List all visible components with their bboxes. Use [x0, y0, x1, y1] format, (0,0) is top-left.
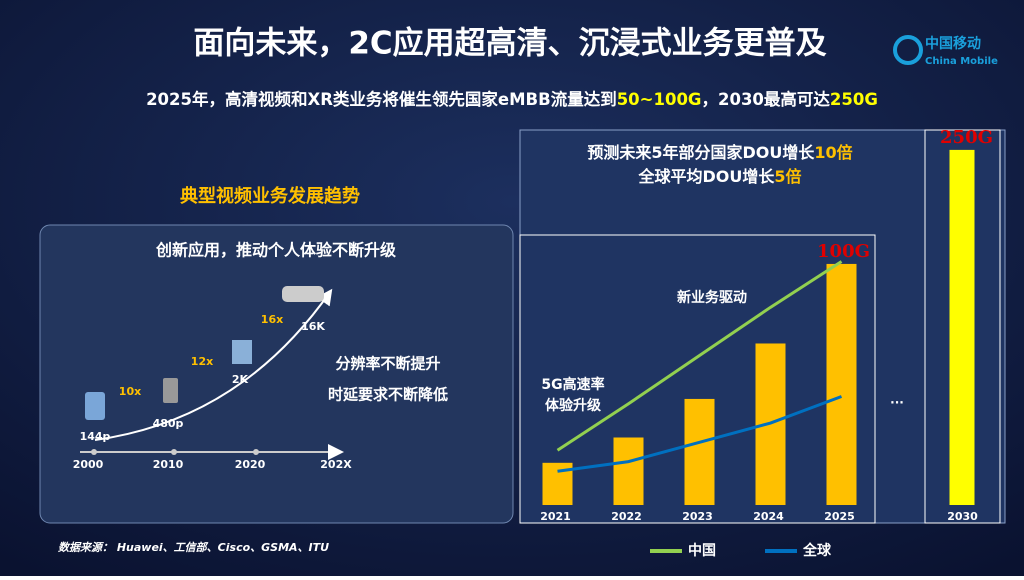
multiplier-label: 12x	[191, 355, 213, 368]
title: 面向未来，2C应用超高清、沉浸式业务更普及	[193, 26, 826, 62]
line-series	[557, 395, 843, 473]
annotation: 新业务驱动	[677, 289, 747, 306]
x-tick-label: 2024	[753, 510, 784, 523]
annotation: 体验升级	[545, 397, 602, 414]
plot-area-2030	[924, 129, 1001, 524]
subtitle-highlight: 50~100G	[617, 90, 702, 109]
subtitle-part: 2025年，高清视频和XR类业务将催生领先国家eMBB流量达到	[146, 89, 617, 109]
x-tick-label: 2021	[540, 510, 571, 523]
subtitle-part: ，2030最高可达	[701, 89, 830, 109]
x-tick-label: 2025	[824, 510, 855, 523]
value-label: 100G	[817, 241, 870, 262]
bar	[684, 398, 715, 505]
x-tick-label: 2023	[682, 510, 713, 523]
source: 数据来源： Huawei、工信部、Cisco、GSMA、ITU	[58, 541, 329, 554]
left-panel	[39, 224, 514, 524]
headline-highlight: 5倍	[774, 167, 801, 186]
resolution-label: 480p	[153, 417, 184, 430]
logo-icon	[893, 35, 923, 65]
note: 时延要求不断降低	[328, 386, 448, 404]
subtitle-highlight: 250G	[830, 90, 878, 109]
bar	[826, 263, 857, 505]
logo-cn: 中国移动	[925, 35, 981, 52]
timeline-label: 2010	[153, 458, 184, 471]
headline-part: 全球平均DOU增长	[637, 167, 775, 186]
phone-icon	[85, 392, 105, 420]
panel-title: 创新应用，推动个人体验不断升级	[155, 241, 397, 260]
plot-area	[519, 234, 876, 524]
note: 分辨率不断提升	[335, 355, 440, 373]
bar	[949, 149, 975, 506]
timeline-label: 202X	[320, 458, 352, 471]
headline-highlight: 10倍	[814, 143, 852, 162]
subtitle: 2025年，高清视频和XR类业务将催生领先国家eMBB流量达到50~100G，2…	[146, 89, 878, 109]
vr-icon	[282, 286, 324, 302]
line-series	[556, 260, 843, 452]
timeline-label: 2000	[73, 458, 104, 471]
left-heading: 典型视频业务发展趋势	[180, 185, 360, 207]
resolution-label: 144p	[80, 430, 111, 443]
multiplier-label: 16x	[261, 313, 283, 326]
timeline-label: 2020	[235, 458, 266, 471]
resolution-label: 16K	[301, 320, 325, 333]
resolution-label: 2K	[232, 373, 249, 386]
x-tick-label: 2022	[611, 510, 642, 523]
tablet-icon	[232, 340, 252, 364]
value-label: 250G	[940, 127, 993, 148]
headline-part: 预测未来5年部分国家DOU增长	[587, 143, 815, 162]
annotation: ...	[890, 393, 904, 407]
phone-icon	[163, 378, 178, 403]
trend-curve	[94, 288, 333, 441]
legend-label: 中国	[688, 542, 716, 559]
annotation: 5G高速率	[541, 376, 604, 393]
legend-label: 全球	[802, 542, 832, 559]
headline: 全球平均DOU增长5倍	[637, 167, 801, 186]
bar	[613, 437, 644, 505]
x-tick-label: 2030	[947, 510, 978, 523]
logo-en: China Mobile	[925, 56, 998, 67]
headline: 预测未来5年部分国家DOU增长10倍	[587, 143, 852, 162]
multiplier-label: 10x	[119, 385, 141, 398]
